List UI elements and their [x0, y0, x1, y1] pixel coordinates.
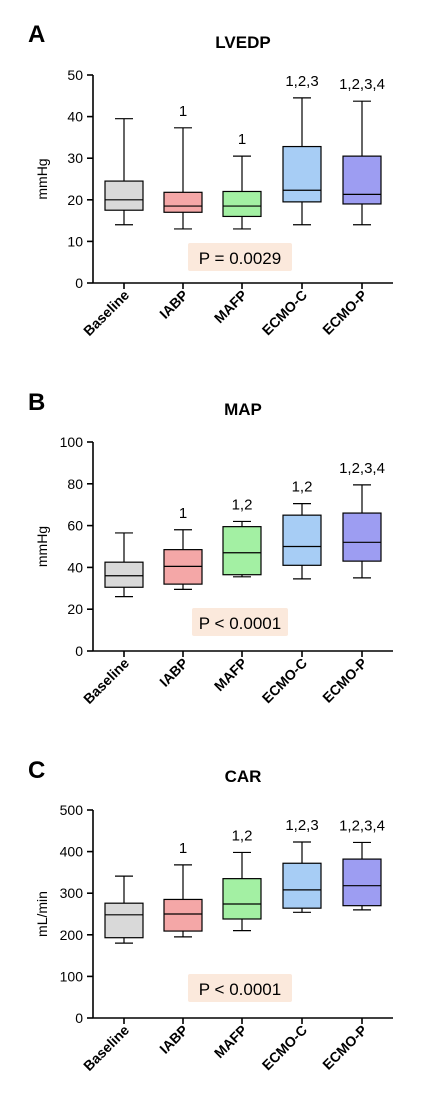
y-tick-label: 0 — [75, 275, 83, 291]
panel-title: CAR — [225, 767, 262, 786]
iqr-box — [342, 512, 382, 562]
y-tick-label: 40 — [67, 559, 83, 575]
box-ecmo-p: 1,2,3,4 ECMO-P — [319, 460, 385, 706]
pvalue-label: P = 0.0029 — [199, 249, 281, 268]
box-iabp: 1 IABP — [156, 103, 203, 322]
pvalue-background — [188, 974, 292, 1002]
iqr-box — [222, 526, 262, 576]
box-iabp: 1 IABP — [156, 840, 203, 1057]
y-tick-label: 100 — [60, 434, 84, 450]
box-ecmo-p: 1,2,3,4 ECMO-P — [319, 76, 385, 338]
significance-label: 1,2,3,4 — [339, 76, 385, 93]
pvalue-background — [188, 243, 292, 271]
iqr-box — [163, 191, 203, 213]
significance-label: 1,2,3 — [285, 817, 318, 834]
panel-b: B MAP mmHg 0 20 40 60 80 100 Baseline 1 IABP 1,2 MAFP… — [28, 389, 393, 707]
significance-label: 1,2 — [292, 479, 313, 496]
box-mafp: 1 MAFP — [211, 131, 262, 326]
y-tick-label: 80 — [67, 476, 83, 492]
box-ecmo-p: 1,2,3,4 ECMO-P — [319, 817, 385, 1072]
box-ecmo-c: 1,2,3 ECMO-C — [259, 73, 322, 338]
category-label: ECMO-C — [259, 287, 310, 338]
panel-c: C CARmL/min0100200300400500Baseline1IABP1… — [28, 757, 393, 1074]
iqr-box — [104, 180, 144, 211]
y-tick-label: 60 — [67, 518, 83, 534]
category-label: ECMO-P — [319, 287, 370, 338]
significance-label: 1,2,3,4 — [339, 817, 385, 834]
panel-a: A LVEDPmmHg01020304050Baseline1IABP1MAFP1… — [28, 21, 393, 339]
box-ecmo-c: 1,2 ECMO-C — [259, 479, 322, 706]
box-ecmo-c: 1,2,3 ECMO-C — [259, 817, 322, 1073]
box-baseline: Baseline — [80, 118, 144, 339]
y-tick-label: 30 — [67, 150, 83, 166]
panel-letter: C — [28, 757, 45, 784]
iqr-box — [342, 155, 382, 205]
category-label: ECMO-P — [319, 1022, 370, 1073]
panel-letter: B — [28, 389, 45, 416]
category-label: Baseline — [80, 1022, 132, 1074]
y-tick-label: 20 — [67, 192, 83, 208]
iqr-box — [282, 145, 322, 203]
category-label: ECMO-C — [259, 655, 310, 706]
y-axis-label: mL/min — [34, 891, 50, 937]
iqr-box — [163, 898, 203, 932]
panel-letter: A — [28, 21, 45, 48]
category-label: MAFP — [211, 287, 250, 326]
y-tick-label: 0 — [75, 643, 83, 659]
iqr-box — [222, 190, 262, 218]
y-tick-label: 400 — [60, 844, 84, 860]
box-baseline: Baseline — [80, 875, 144, 1074]
significance-label: 1 — [179, 840, 187, 857]
category-label: IABP — [156, 655, 191, 690]
significance-label: 1 — [238, 131, 246, 148]
category-label: MAFP — [211, 655, 250, 694]
significance-label: 1,2 — [232, 827, 253, 844]
y-tick-label: 10 — [67, 233, 83, 249]
iqr-box — [342, 858, 382, 907]
y-tick-label: 20 — [67, 601, 83, 617]
y-tick-label: 40 — [67, 109, 83, 125]
box-iabp: 1 IABP — [156, 505, 203, 690]
category-label: Baseline — [80, 655, 132, 707]
y-axis-label: mmHg — [34, 158, 50, 199]
significance-label: 1,2,3,4 — [339, 460, 385, 477]
significance-label: 1,2,3 — [285, 73, 318, 90]
panel-title: MAP — [224, 400, 262, 419]
box-baseline: Baseline — [80, 532, 144, 707]
box-mafp: 1,2 MAFP — [211, 827, 262, 1061]
significance-label: 1 — [179, 103, 187, 120]
iqr-box — [282, 514, 322, 566]
iqr-box — [104, 902, 144, 939]
y-tick-label: 0 — [75, 1010, 83, 1026]
iqr-box — [104, 561, 144, 588]
category-label: IABP — [156, 1022, 191, 1057]
category-label: ECMO-P — [319, 655, 370, 706]
category-label: Baseline — [80, 287, 132, 339]
iqr-box — [222, 878, 262, 920]
category-label: MAFP — [211, 1022, 250, 1061]
box-mafp: 1,2 MAFP — [211, 496, 262, 694]
panel-title: LVEDP — [215, 33, 270, 52]
significance-label: 1 — [179, 505, 187, 522]
y-tick-label: 500 — [60, 802, 84, 818]
y-axis-label: mmHg — [34, 526, 50, 567]
category-label: ECMO-C — [259, 1022, 310, 1073]
pvalue-background — [192, 608, 288, 636]
pvalue-label: P < 0.0001 — [199, 980, 281, 999]
y-tick-label: 50 — [67, 67, 83, 83]
y-tick-label: 200 — [60, 927, 84, 943]
significance-label: 1,2 — [232, 496, 253, 513]
iqr-box — [282, 862, 322, 909]
y-tick-label: 100 — [60, 968, 84, 984]
pvalue-label: P < 0.0001 — [199, 614, 281, 633]
y-tick-label: 300 — [60, 885, 84, 901]
category-label: IABP — [156, 287, 191, 322]
